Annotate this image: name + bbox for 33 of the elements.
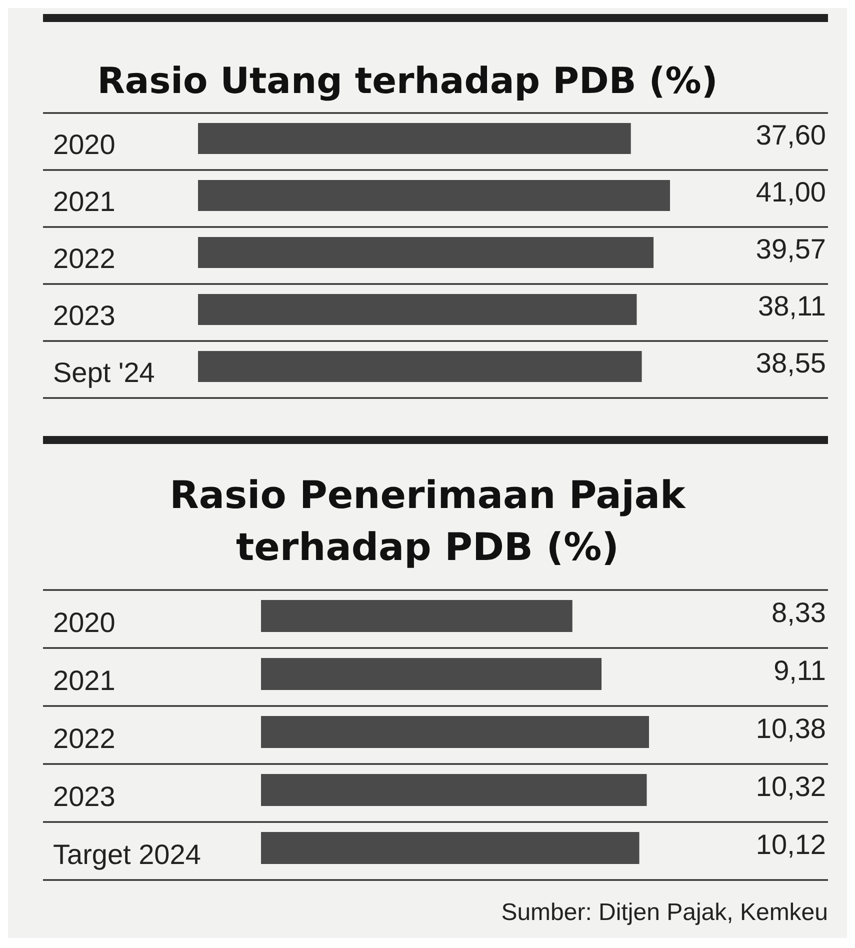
y-tick-label: Sept '24 [53,357,155,388]
data-label: 10,38 [756,712,826,744]
y-tick-label: 2023 [53,780,116,812]
bar [261,716,649,748]
data-label: 10,32 [756,770,826,802]
data-label: 41,00 [756,176,826,208]
data-label: 8,33 [772,596,826,628]
y-tick-label: 2023 [53,300,116,332]
data-label: 38,11 [758,290,826,322]
y-tick-label: 2020 [53,606,116,638]
data-label: 9,11 [774,654,826,686]
bar [198,294,637,325]
data-label: 10,12 [756,828,826,860]
bar [198,180,670,211]
data-label: 37,60 [756,119,826,150]
chart-title: Rasio Utang terhadap PDB (%) [97,61,718,102]
bar [261,600,572,632]
data-label: 38,55 [756,347,826,378]
text: Sumber: Ditjen Pajak, Kemkeu [501,899,828,926]
y-tick-label: 2022 [53,243,116,274]
y-tick-label: 2021 [53,664,116,696]
bar [198,351,642,382]
bar [198,123,631,154]
y-tick-label: 2021 [53,186,116,218]
bar [261,832,640,864]
bar [261,774,647,806]
y-tick-label: 2022 [53,722,116,754]
bar [198,237,654,268]
bar [261,658,602,690]
y-tick-label: Target 2024 [53,838,201,870]
chart-title: Rasio Penerimaan Pajak terhadap PDB (%) [170,473,686,569]
y-tick-label: 2020 [53,129,116,160]
data-label: 39,57 [756,233,826,264]
